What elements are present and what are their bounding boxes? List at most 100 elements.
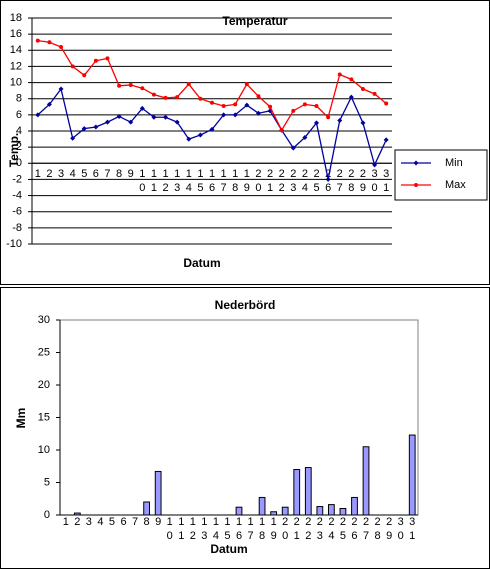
marker — [128, 82, 133, 87]
x-tick-label: 7 — [132, 516, 138, 528]
bar — [270, 511, 278, 516]
y-tick-label: 18 — [10, 12, 22, 24]
bar — [328, 504, 335, 516]
y-tick-label: 0 — [16, 157, 22, 169]
legend-marker — [414, 183, 418, 187]
marker — [46, 101, 52, 107]
x-tick-label: 7 — [104, 168, 110, 180]
marker — [372, 91, 377, 96]
x-axis-title: Datum — [183, 256, 220, 270]
marker — [210, 100, 214, 105]
marker — [244, 82, 249, 87]
marker — [291, 108, 296, 113]
y-tick-label: -4 — [12, 189, 22, 201]
x-tick-label: 8 — [144, 516, 150, 528]
marker — [163, 114, 169, 120]
marker — [209, 126, 215, 132]
marker — [348, 94, 354, 100]
y-tick-label: 0 — [44, 509, 50, 521]
marker — [186, 82, 191, 87]
marker — [140, 86, 145, 91]
bar — [408, 434, 416, 516]
marker — [314, 120, 320, 126]
chart-title: Nederbörd — [215, 298, 276, 312]
marker — [279, 128, 284, 133]
marker — [151, 114, 157, 120]
y-tick-label: 8 — [16, 93, 22, 105]
marker — [244, 102, 250, 108]
marker — [70, 135, 76, 141]
y-tick-label: 15 — [38, 411, 50, 423]
bar — [293, 469, 301, 516]
marker — [47, 40, 52, 45]
y-tick-label: 10 — [10, 76, 22, 88]
bar — [304, 467, 312, 516]
y-axis-title: Temp. — [7, 133, 21, 167]
chart-title: Temperatur — [222, 14, 287, 28]
marker — [360, 120, 366, 126]
x-tick-label: 5 — [81, 168, 87, 180]
marker — [151, 92, 156, 97]
marker — [372, 162, 378, 168]
marker — [82, 73, 87, 78]
y-axis-title: Mm — [14, 408, 28, 429]
x-tick-label: 6 — [93, 168, 99, 180]
marker — [268, 104, 273, 109]
bar — [258, 496, 266, 516]
marker — [93, 124, 99, 130]
marker — [384, 101, 389, 106]
marker — [35, 112, 41, 118]
marker — [233, 102, 238, 107]
x-tick-label: 9 — [128, 168, 134, 180]
x-tick-label: 8 — [116, 168, 122, 180]
y-tick-label: 12 — [10, 60, 22, 72]
marker — [360, 87, 365, 92]
marker — [59, 45, 64, 50]
y-tick-label: 30 — [38, 314, 50, 326]
marker — [105, 56, 110, 61]
legend-label: Max — [445, 179, 466, 191]
marker — [174, 119, 180, 125]
marker — [104, 119, 110, 125]
y-tick-label: 10 — [38, 444, 50, 456]
legend-label: Min — [445, 157, 463, 169]
x-tick-label: 9 — [155, 516, 161, 528]
y-tick-label: 16 — [10, 28, 22, 40]
y-tick-label: -10 — [6, 238, 22, 250]
bar — [339, 508, 347, 516]
marker — [175, 95, 180, 100]
x-tick-label: 1 — [35, 168, 41, 180]
marker — [302, 102, 307, 107]
bar — [281, 506, 289, 516]
bar — [316, 506, 324, 516]
marker — [93, 58, 98, 63]
marker — [116, 113, 122, 119]
